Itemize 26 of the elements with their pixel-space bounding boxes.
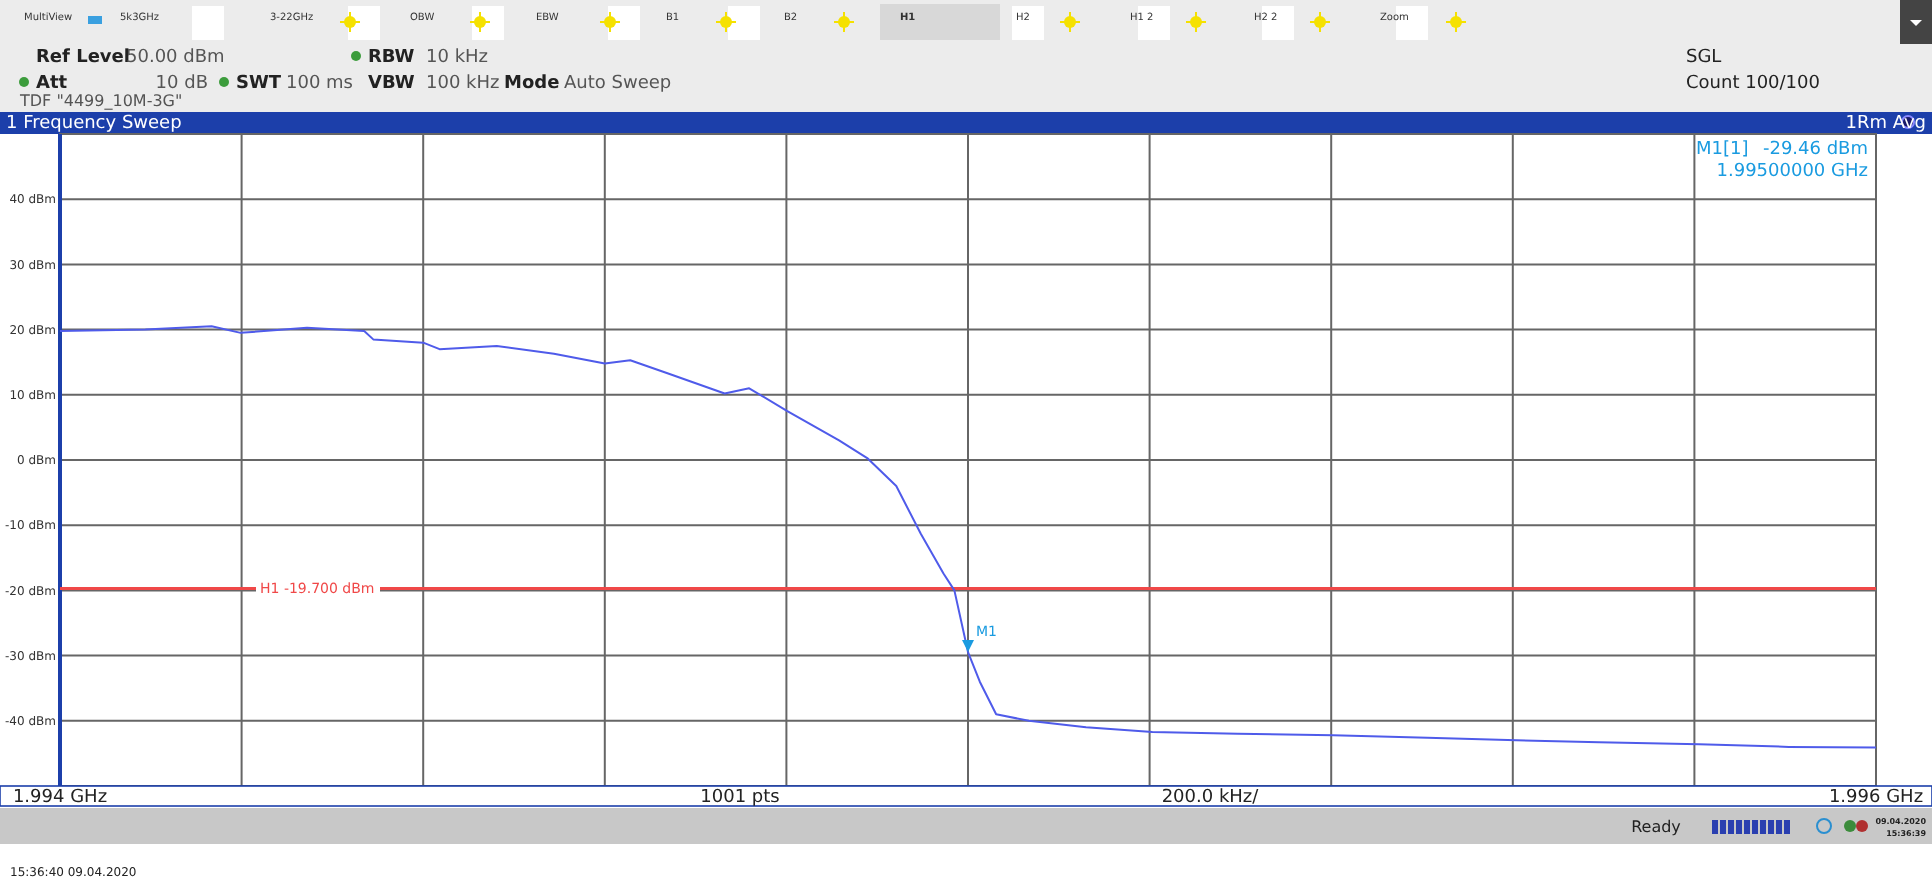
text: SWT	[236, 74, 283, 94]
text: Ref Level	[36, 48, 130, 68]
x-tick-label: 1.994 GHz	[12, 788, 108, 808]
text: VBW	[368, 74, 415, 94]
x-tick-label: 1.996 GHz	[1828, 788, 1924, 808]
annotation: 1.99500000 GHz	[1716, 162, 1869, 182]
text: Ready	[1631, 818, 1682, 836]
text: 10 dB	[155, 74, 208, 94]
text: RBW	[368, 48, 415, 68]
text: 100 kHz	[426, 74, 501, 94]
text: TDF "4499_10M-3G"	[18, 92, 183, 110]
annotation: 1Rm Avg	[1845, 114, 1926, 134]
text: SGL	[1686, 48, 1722, 68]
text: 10 kHz	[426, 48, 489, 68]
annotation: M1[1]	[1696, 140, 1749, 160]
text: 50.00 dBm	[126, 48, 225, 68]
text: Att	[36, 74, 69, 94]
text: Mode	[504, 74, 560, 94]
text: 1001 pts	[700, 788, 781, 808]
text: Count 100/100	[1686, 74, 1821, 94]
text: Auto Sweep	[564, 74, 672, 94]
chart-title: 1 Frequency Sweep	[6, 114, 183, 134]
line-series	[59, 325, 1877, 749]
text: 200.0 kHz/	[1161, 788, 1261, 808]
text: 100 ms	[286, 74, 354, 94]
annotation: -29.46 dBm	[1762, 140, 1868, 160]
